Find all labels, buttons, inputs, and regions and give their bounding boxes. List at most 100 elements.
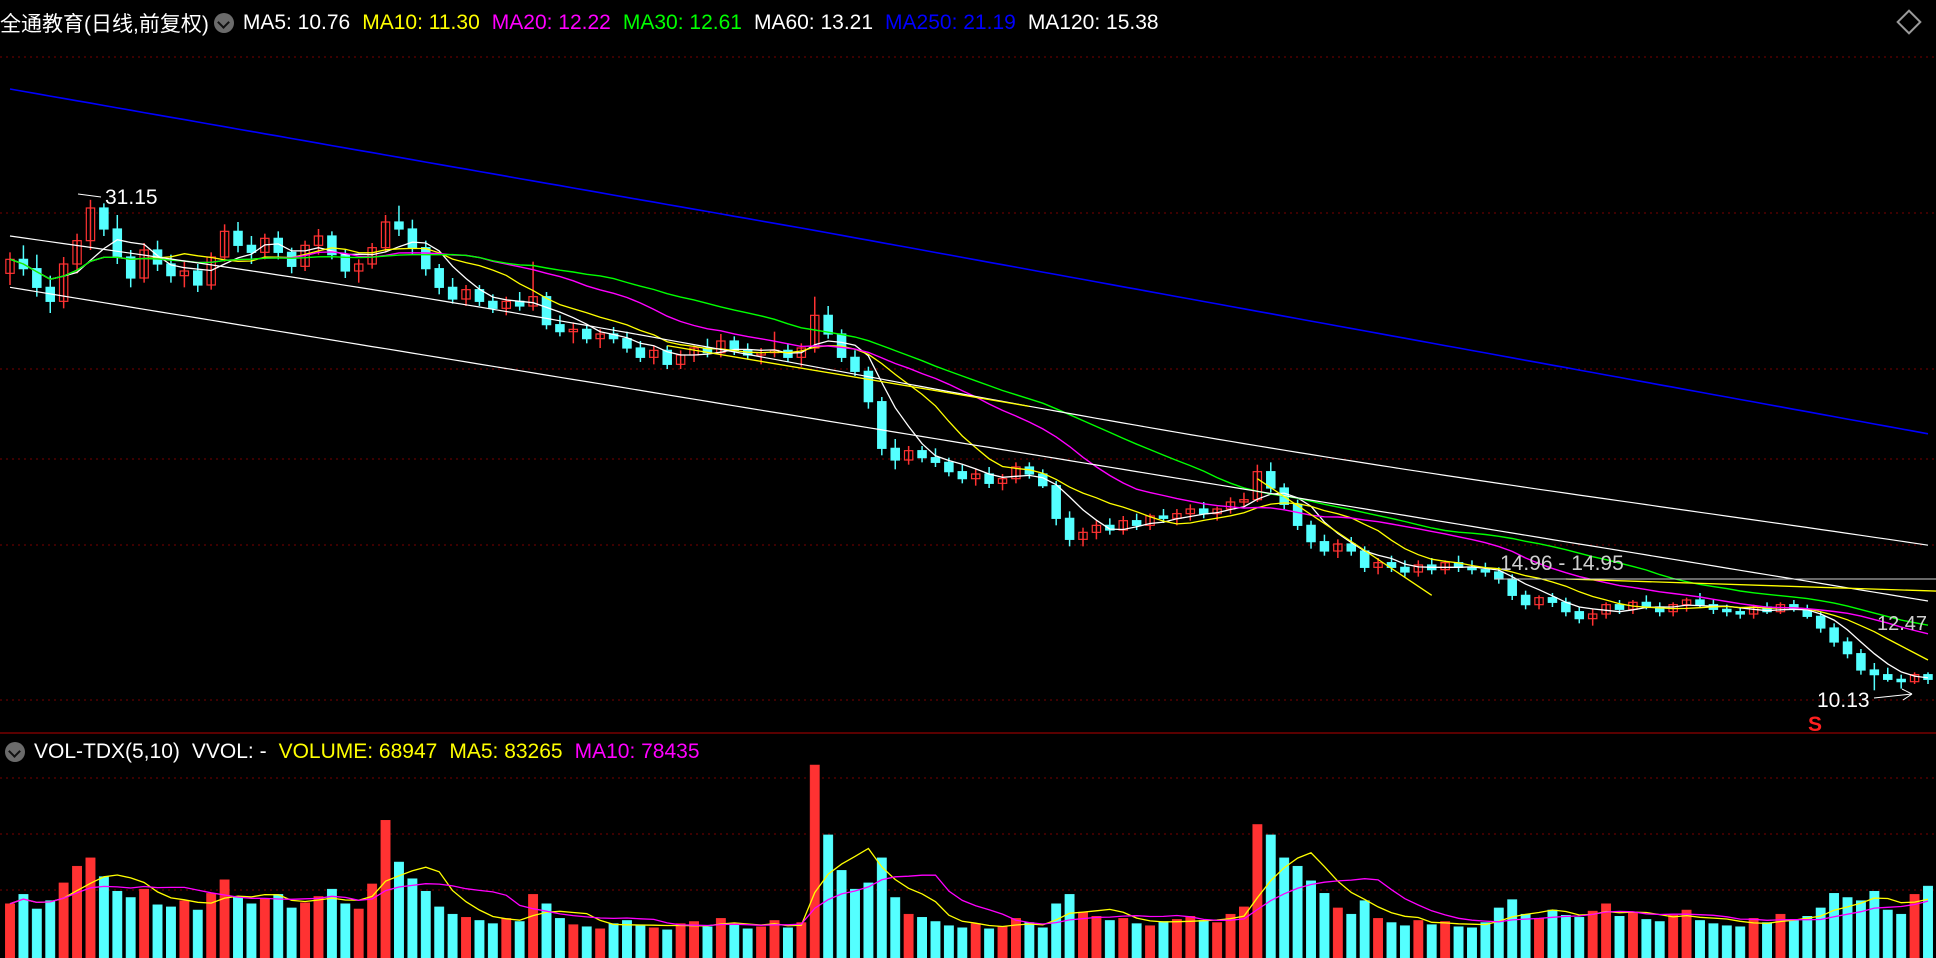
volume-bar [689, 921, 699, 958]
candle-body [984, 473, 994, 484]
ma10-line [9, 247, 1929, 661]
volume-bar [434, 906, 445, 958]
volume-bar [461, 917, 471, 958]
volume-bar [420, 890, 431, 958]
volume-bar [1614, 916, 1625, 958]
ma5-line [9, 239, 1929, 679]
candle-body [1722, 608, 1732, 613]
volume-bar [1332, 907, 1343, 958]
volume-bar [809, 764, 820, 958]
volume-bar [1118, 918, 1129, 958]
candle-body [622, 338, 632, 349]
volume-bar [1829, 893, 1840, 958]
candle-body [1883, 674, 1893, 680]
candle-body [434, 268, 444, 288]
candlesticks[interactable] [5, 199, 1933, 691]
candle-body [421, 247, 431, 270]
candle-body [1333, 543, 1343, 552]
volume-bar [1145, 925, 1156, 958]
volume-bar [1212, 922, 1223, 958]
candle-body [166, 263, 176, 277]
volume-bar [622, 920, 632, 958]
candle-body [568, 328, 579, 333]
candle-body [447, 286, 458, 300]
volume-bar [259, 898, 270, 958]
candle-body [1869, 669, 1880, 676]
candle-body [99, 207, 109, 230]
volume-bar [85, 857, 96, 958]
volume-bar [1627, 911, 1638, 958]
volume-bar [1239, 906, 1249, 958]
volume-bar [554, 918, 565, 958]
volume-bar [1896, 913, 1907, 958]
ma60-value: MA60: 13.21 [753, 11, 874, 34]
volume-bar [407, 878, 418, 958]
price-legend: 全通教育(日线,前复权) MA5: 10.76 MA10: 11.30 MA20… [0, 11, 1171, 36]
trend-lines [667, 345, 1936, 596]
candle-body [1413, 564, 1424, 573]
volume-bar [1467, 927, 1477, 958]
chevron-down-icon[interactable] [213, 13, 234, 33]
low-arrow-head [1901, 688, 1913, 701]
ma20-value: MA20: 12.22 [491, 11, 611, 34]
volume-bar [1091, 916, 1102, 958]
candle-body [58, 263, 69, 302]
candle-body [1641, 601, 1652, 608]
ma10-value: MA10: 11.30 [362, 11, 480, 34]
candle-body [1292, 503, 1303, 526]
volume-bar [1024, 922, 1035, 958]
volume-bar [1252, 824, 1263, 958]
volume-bar [166, 906, 176, 958]
candle-body [783, 349, 793, 358]
volume-bar [595, 928, 606, 958]
volume-bar [662, 929, 673, 958]
candle-body [72, 240, 82, 265]
candle-body [1064, 517, 1075, 540]
volume-bar [474, 920, 485, 958]
volume-bar [823, 834, 834, 958]
candle-body [1909, 674, 1920, 683]
volume-bar [1265, 834, 1276, 958]
candle-body [649, 349, 659, 358]
low-arrow [1873, 693, 1913, 699]
ma5-value: MA5: 10.76 [242, 11, 351, 34]
candle-body [1829, 627, 1839, 643]
candle-body [461, 289, 471, 300]
candle-body [112, 228, 123, 258]
candle-body [125, 256, 136, 279]
high-marker [77, 193, 102, 198]
candle-body [246, 244, 257, 253]
volume-bars[interactable] [5, 764, 1933, 958]
volume-bar [1158, 921, 1169, 958]
volume-bar [1721, 925, 1732, 958]
volume-bar [1788, 919, 1799, 958]
volume-bar [943, 925, 954, 958]
trend-line [667, 345, 1030, 407]
candle-body [555, 324, 565, 333]
candle-body [1105, 524, 1115, 531]
candle-body [1896, 678, 1906, 683]
candle-body [327, 235, 337, 256]
volume-bar [876, 857, 887, 958]
volume-bar [675, 923, 686, 958]
volume-bar [1681, 909, 1692, 958]
candle-body [581, 328, 592, 340]
volume-bar [1104, 920, 1115, 958]
candle-body [528, 296, 538, 307]
volume-bar [1534, 918, 1544, 958]
candle-body [917, 450, 927, 459]
chevron-down-icon[interactable] [5, 742, 25, 762]
volume-ma5-value: MA5: 83265 [449, 740, 563, 763]
candle-body [85, 207, 96, 242]
volume-bar [514, 921, 525, 958]
volume-bar [1802, 916, 1813, 958]
volume-bar [1708, 923, 1719, 958]
candle-body [541, 296, 552, 326]
trend-line [1257, 478, 1433, 596]
candle-body [1091, 524, 1102, 533]
volume-bar [1520, 913, 1531, 958]
volume-bar [72, 865, 83, 958]
candle-body [313, 235, 324, 246]
candle-body [1051, 485, 1061, 519]
